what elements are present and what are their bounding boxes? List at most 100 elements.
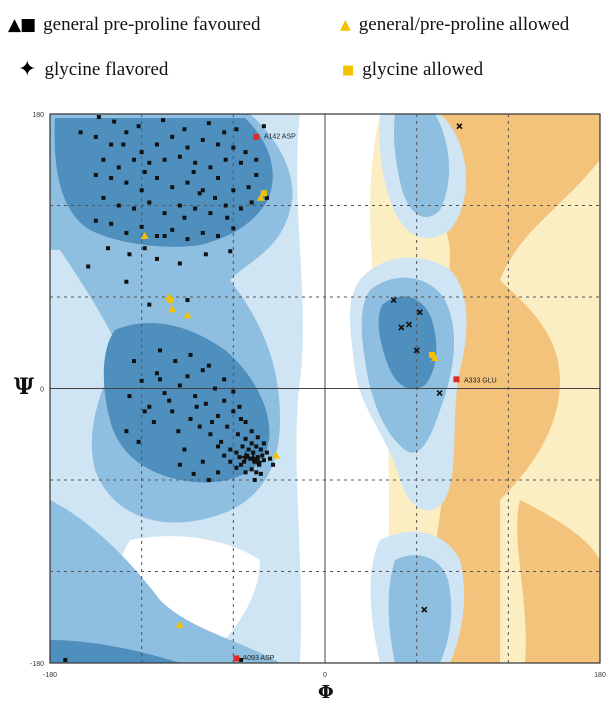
glycine-point — [398, 324, 405, 331]
favoured-point — [243, 470, 248, 475]
favoured-point — [237, 404, 242, 409]
favoured-point — [124, 230, 129, 235]
favoured-point — [116, 165, 121, 170]
glycine-point — [456, 123, 463, 130]
favoured-point — [249, 441, 254, 446]
outlier-label: A142 ASP — [264, 133, 296, 140]
y-tick-label: -180 — [30, 661, 44, 668]
outlier-label: A093 ASP — [243, 655, 275, 662]
region-background — [50, 114, 600, 663]
favoured-point — [216, 413, 221, 418]
favoured-point — [228, 249, 233, 254]
favoured-point — [223, 203, 228, 208]
favoured-point — [93, 173, 98, 177]
favoured-point — [151, 420, 156, 425]
favoured-point — [197, 424, 202, 429]
favoured-point — [222, 453, 227, 458]
favoured-point — [238, 160, 243, 165]
triangle-square-icon: ▲■ — [8, 14, 36, 35]
favoured-point — [200, 137, 205, 142]
favoured-point — [109, 142, 114, 147]
favoured-point — [185, 298, 190, 303]
favoured-point — [257, 462, 262, 467]
glycine-favoured-point — [239, 451, 252, 464]
favoured-point — [208, 211, 213, 216]
favoured-point — [124, 279, 129, 284]
glycine-favoured-region — [517, 500, 600, 663]
glycine-favoured-point — [251, 455, 264, 468]
y-tick-label: 0 — [40, 387, 44, 394]
favoured-point — [260, 453, 265, 458]
favoured-point — [254, 173, 259, 177]
grid — [50, 114, 600, 663]
favoured-point — [161, 118, 166, 123]
favoured-point — [101, 195, 106, 200]
outlier-point — [453, 376, 460, 383]
favoured-point — [246, 185, 251, 190]
favoured-point — [197, 191, 202, 196]
favoured-point — [223, 157, 228, 162]
favoured-point — [245, 453, 250, 458]
favoured-point — [170, 134, 175, 139]
favoured-point — [185, 237, 190, 242]
favoured-point — [234, 450, 239, 455]
favoured-point — [139, 224, 144, 229]
favoured-point — [132, 359, 137, 364]
favoured-point — [191, 471, 196, 476]
favoured-point — [249, 429, 254, 434]
favoured-point — [235, 432, 240, 437]
favoured-point — [264, 450, 269, 455]
allowed-point — [183, 311, 192, 319]
favoured-point — [216, 176, 221, 181]
outlier-point — [233, 655, 240, 662]
favoured-point — [193, 394, 198, 399]
favoured-point — [176, 429, 181, 434]
favoured-point — [177, 261, 182, 266]
favoured-point — [231, 226, 236, 231]
favoured-point — [158, 348, 162, 353]
favoured-point — [194, 404, 199, 409]
favoured-point — [238, 206, 243, 211]
favoured-point — [200, 459, 205, 464]
favoured-point — [188, 352, 193, 357]
favoured-point — [234, 465, 239, 470]
favoured-point — [127, 252, 132, 257]
allowed-point — [272, 451, 281, 459]
favoured-point — [182, 447, 187, 452]
favoured-point — [254, 470, 259, 475]
favoured-point — [271, 462, 276, 467]
favoured-point — [127, 394, 132, 399]
favoured-point — [170, 409, 175, 414]
glycine-point — [390, 296, 397, 304]
favoured-point — [228, 459, 233, 464]
triangle-icon: ▲ — [340, 17, 351, 33]
glycine-favoured-point — [247, 452, 260, 465]
favoured-point — [109, 221, 114, 226]
legend-item-general-allowed: ▲ general/pre-proline allowed — [340, 14, 569, 36]
legend: ▲■ general pre-proline favoured ▲ genera… — [0, 0, 610, 90]
favoured-point — [158, 377, 162, 382]
favoured-point — [154, 176, 159, 181]
core-region — [50, 640, 180, 663]
favoured-point — [124, 429, 129, 434]
favoured-region — [388, 555, 452, 663]
favoured-point — [200, 188, 205, 193]
favoured-point — [139, 378, 144, 383]
favoured-point — [193, 160, 198, 165]
favoured-point — [170, 185, 175, 190]
glycine-allowed-region — [551, 220, 600, 470]
favoured-point — [254, 444, 259, 449]
favoured-point — [78, 130, 83, 135]
favoured-point — [238, 462, 243, 467]
favoured-point — [225, 424, 230, 429]
favoured-point — [106, 246, 111, 251]
favoured-point — [222, 130, 227, 135]
favoured-point — [177, 154, 182, 159]
favoured-point — [231, 409, 236, 414]
favoured-point — [154, 371, 159, 376]
favoured-point — [136, 439, 141, 444]
x-tick-label: -180 — [43, 672, 57, 679]
outlier-labels: A142 ASP A333 GLU A093 ASP — [243, 133, 497, 662]
favoured-point — [206, 363, 211, 368]
